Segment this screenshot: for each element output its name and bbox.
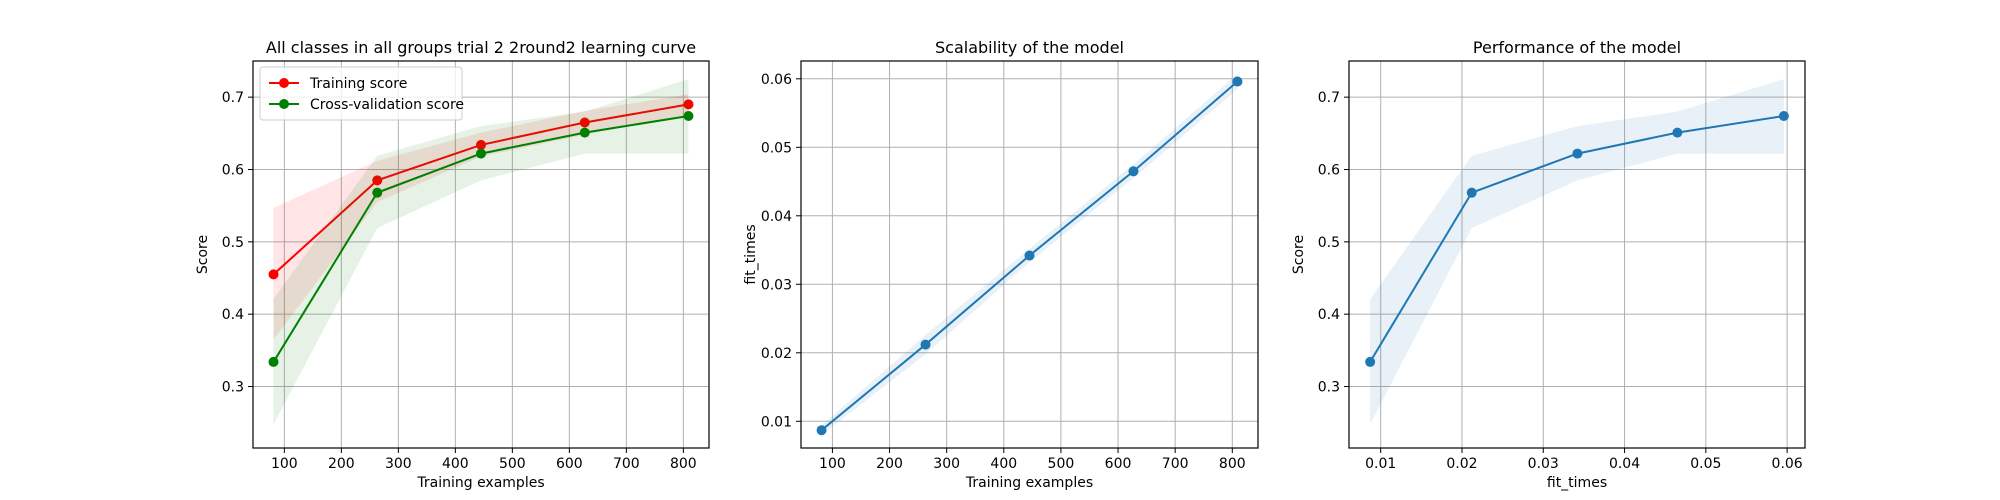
legend: Training score Cross-validation score [259,66,464,121]
legend-label: Training score [309,76,407,92]
y-axis-label: Score [195,235,211,274]
x-tick-label: 400 [442,456,469,472]
y-tick-label: 0.4 [222,307,244,323]
data-point [579,117,590,128]
x-tick-label: 700 [1162,456,1189,472]
x-axis-label: fit_times [1547,475,1607,491]
y-tick-label: 0.4 [1318,307,1340,323]
x-tick-label: 700 [613,456,640,472]
chart-panel-2: 100 200 300 400 500 600 700 800 0.01 0.02 0.03 0.04… [743,38,1259,491]
data-point [816,425,827,436]
y-tick-label: 0.5 [1318,235,1340,251]
x-tick-label: 0.01 [1365,456,1396,472]
y-axis-ticks: 0.01 0.02 0.03 0.04 0.05 0.06 [761,72,801,430]
data-point [268,269,279,280]
y-tick-label: 0.04 [761,209,792,225]
x-tick-label: 0.06 [1772,456,1803,472]
x-axis-ticks: 100 200 300 400 500 600 700 800 [819,448,1246,472]
data-point [476,139,486,150]
data-point [372,175,383,186]
data-point [1232,76,1243,87]
data-point [372,187,383,198]
x-tick-label: 0.03 [1528,456,1559,472]
data-point [1672,127,1683,138]
chart-title: Performance of the model [1473,38,1681,57]
y-tick-label: 0.6 [222,163,244,179]
legend-marker [279,78,289,88]
data-point [1365,356,1376,367]
series-1 [816,74,1243,436]
grid-lines [801,61,1258,448]
x-tick-label: 500 [1048,456,1075,472]
x-tick-label: 200 [876,456,903,472]
legend-box [259,66,463,121]
y-tick-label: 0.3 [1318,380,1340,396]
data-point [476,148,486,159]
y-tick-label: 0.05 [761,140,792,156]
chart-panel-1: 100 200 300 400 500 600 700 800 0.3 0.4 0.5 0.6 0.7 A… [195,38,710,491]
x-tick-label: 800 [670,456,697,472]
y-tick-label: 0.02 [761,346,792,362]
x-tick-label: 300 [385,456,412,472]
y-axis-label: Score [1291,235,1307,274]
x-axis-label: Training examples [965,475,1093,491]
y-axis-ticks: 0.3 0.4 0.5 0.6 0.7 [222,90,253,396]
grid-lines [253,61,709,448]
data-point [920,339,931,350]
legend-marker [279,99,289,109]
x-tick-label: 0.04 [1609,456,1640,472]
legend-label: Cross-validation score [310,97,464,113]
y-tick-label: 0.06 [761,72,792,88]
series-2 [268,79,694,425]
data-point [1024,250,1035,261]
x-tick-label: 500 [499,456,526,472]
data-point [268,356,279,367]
x-tick-label: 100 [271,456,298,472]
confidence-band [273,79,689,425]
x-axis-ticks: 0.01 0.02 0.03 0.04 0.05 0.06 [1365,448,1803,472]
x-tick-label: 600 [1105,456,1132,472]
y-tick-label: 0.6 [1318,163,1340,179]
axes-frame [800,60,1259,449]
y-tick-label: 0.7 [1318,90,1340,106]
x-tick-label: 200 [328,456,355,472]
chart-panel-3: 0.01 0.02 0.03 0.04 0.05 0.06 0.3 0.4 0.5 0.6 0.7 P… [1291,38,1806,491]
data-point [1128,166,1139,177]
chart-title: Scalability of the model [935,38,1124,57]
x-tick-label: 600 [556,456,583,472]
axes-frame [1348,60,1806,449]
y-tick-label: 0.03 [761,277,792,293]
y-tick-label: 0.01 [761,414,792,430]
x-tick-label: 400 [990,456,1017,472]
y-axis-ticks: 0.3 0.4 0.5 0.6 0.7 [1318,90,1349,396]
series-1 [1365,79,1789,425]
y-tick-label: 0.3 [222,380,244,396]
grid-lines [1349,61,1805,448]
data-point [1572,148,1583,159]
x-tick-label: 0.02 [1446,456,1477,472]
series-1 [268,94,694,340]
x-tick-label: 800 [1219,456,1246,472]
data-point [683,110,694,121]
y-tick-label: 0.5 [222,235,244,251]
axes-frame [252,60,710,449]
x-tick-label: 100 [819,456,846,472]
x-tick-label: 0.05 [1690,456,1721,472]
y-axis-label: fit_times [743,224,759,284]
x-axis-label: Training examples [416,475,544,491]
confidence-band [1370,79,1784,425]
data-point [1778,110,1789,121]
chart-title: All classes in all groups trial 2 2round… [266,38,696,57]
data-point [1466,187,1477,198]
data-point [579,127,590,138]
x-axis-ticks: 100 200 300 400 500 600 700 800 [271,448,697,472]
y-tick-label: 0.7 [222,90,244,106]
data-point [683,99,694,110]
x-tick-label: 300 [933,456,960,472]
